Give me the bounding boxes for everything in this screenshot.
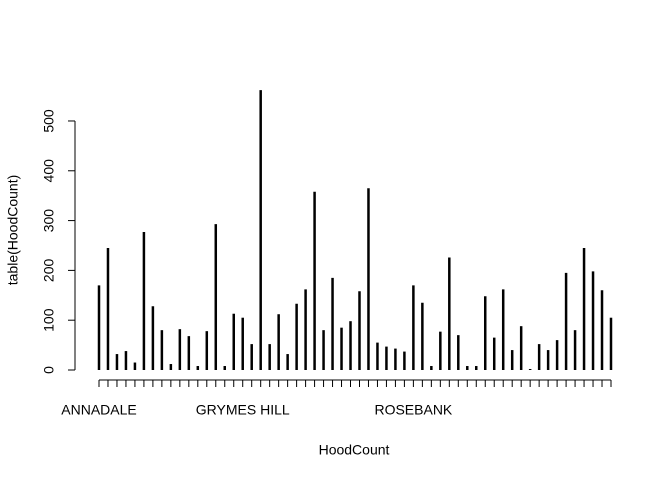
y-tick-label: 400 [41,159,57,183]
y-tick-label: 200 [41,258,57,282]
y-tick-label: 0 [41,366,57,374]
y-axis-title: table(HoodCount) [5,175,21,286]
x-tick-label: ROSEBANK [374,402,452,418]
x-tick-label: ANNADALE [61,402,136,418]
y-tick-label: 100 [41,308,57,332]
y-tick-label: 300 [41,209,57,233]
x-tick-label: GRYMES HILL [196,402,290,418]
y-tick-label: 500 [41,109,57,133]
x-axis-title: HoodCount [319,442,390,458]
